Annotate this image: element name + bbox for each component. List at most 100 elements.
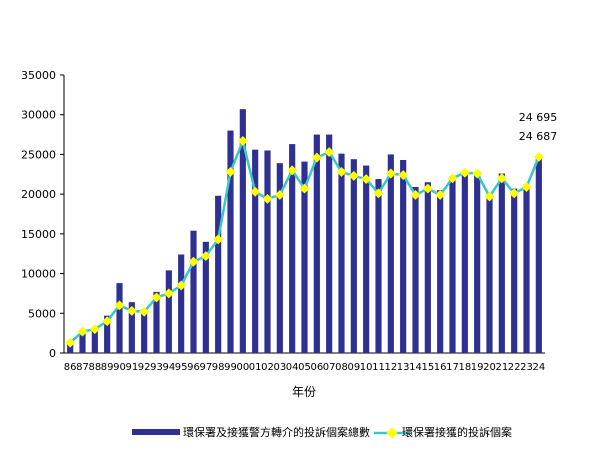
x-tick-label: 88 bbox=[88, 362, 101, 373]
bar bbox=[523, 184, 530, 353]
bar bbox=[252, 149, 259, 353]
x-tick-label: 92 bbox=[138, 362, 151, 373]
bar bbox=[79, 331, 86, 353]
annotation-line-last: 24 687 bbox=[519, 130, 558, 143]
x-tick-label: 08 bbox=[335, 362, 348, 373]
line-point bbox=[126, 305, 137, 316]
x-tick-label: 24 bbox=[532, 362, 545, 373]
line-point bbox=[163, 288, 174, 299]
x-tick-label: 05 bbox=[298, 362, 311, 373]
line-point bbox=[299, 183, 310, 194]
x-tick-label: 16 bbox=[434, 362, 447, 373]
x-tick-label: 95 bbox=[175, 362, 188, 373]
bar bbox=[104, 315, 111, 353]
bar bbox=[437, 190, 444, 353]
x-tick-label: 91 bbox=[125, 362, 138, 373]
x-tick-label: 98 bbox=[212, 362, 225, 373]
bar-series bbox=[67, 109, 542, 353]
bar bbox=[412, 186, 419, 353]
x-tick-label: 94 bbox=[162, 362, 175, 373]
line-point bbox=[472, 168, 483, 179]
legend-bar-swatch bbox=[132, 429, 180, 435]
bar bbox=[239, 109, 246, 353]
line-point bbox=[385, 168, 396, 179]
line-point bbox=[435, 189, 446, 200]
y-tick-label: 35000 bbox=[21, 69, 56, 82]
legend: 環保署及接獲警方轉介的投訴個案總數 環保署接獲的投訴個案 bbox=[132, 425, 512, 439]
bar bbox=[202, 241, 209, 353]
bar bbox=[424, 182, 431, 353]
y-tick-label: 15000 bbox=[21, 228, 56, 241]
bar bbox=[153, 291, 160, 353]
bar bbox=[449, 175, 456, 353]
line-point bbox=[521, 182, 532, 192]
y-tick-label: 20000 bbox=[21, 188, 56, 201]
x-tick-label: 86 bbox=[64, 362, 77, 373]
x-tick-label: 97 bbox=[199, 362, 212, 373]
y-tick-label: 25000 bbox=[21, 148, 56, 161]
bar bbox=[511, 188, 518, 353]
x-tick-label: 93 bbox=[150, 362, 163, 373]
bar bbox=[264, 150, 271, 353]
bar bbox=[116, 283, 123, 353]
x-tick-label: 20 bbox=[483, 362, 496, 373]
legend-bar-label: 環保署及接獲警方轉介的投訴個案總數 bbox=[183, 425, 370, 439]
bar bbox=[165, 270, 172, 353]
bar bbox=[128, 302, 135, 353]
x-tick-label: 18 bbox=[458, 362, 471, 373]
line-point bbox=[188, 256, 199, 267]
x-tick-label: 87 bbox=[76, 362, 89, 373]
bar bbox=[535, 156, 542, 353]
x-tick-label: 01 bbox=[249, 362, 262, 373]
line-point bbox=[422, 183, 433, 194]
bar bbox=[375, 179, 382, 353]
x-tick-label: 99 bbox=[224, 362, 237, 373]
y-tick-label: 0 bbox=[49, 347, 56, 360]
x-tick-label: 21 bbox=[495, 362, 508, 373]
x-tick-label: 12 bbox=[384, 362, 397, 373]
line-point bbox=[213, 234, 224, 245]
x-tick-label: 19 bbox=[471, 362, 484, 373]
bar bbox=[141, 309, 148, 353]
line-point bbox=[324, 147, 335, 157]
bar bbox=[190, 230, 197, 353]
x-tick-label: 03 bbox=[273, 362, 286, 373]
bar bbox=[461, 171, 468, 353]
line-point bbox=[151, 292, 162, 303]
x-tick-label: 04 bbox=[286, 362, 299, 373]
x-tick-label: 06 bbox=[310, 362, 323, 373]
line-point bbox=[225, 166, 236, 177]
line-point bbox=[533, 151, 544, 162]
bar bbox=[498, 173, 505, 353]
line-point bbox=[237, 135, 248, 146]
bar bbox=[301, 161, 308, 353]
x-tick-label: 22 bbox=[508, 362, 521, 373]
bar bbox=[178, 254, 185, 353]
x-tick-label: 14 bbox=[409, 362, 422, 373]
bar bbox=[474, 173, 481, 353]
line-point bbox=[348, 170, 359, 181]
line-point bbox=[250, 186, 261, 197]
y-tick-label: 10000 bbox=[21, 268, 56, 281]
line-point bbox=[311, 152, 322, 163]
y-axis: 0 5000 10000 15000 20000 25000 30000 35000 bbox=[21, 69, 65, 360]
line-point bbox=[176, 280, 187, 291]
line-point bbox=[373, 188, 384, 199]
x-ticks: 86 87 88 89 90 91 92 93 94 95 96 97 98 99 00 01 02 03 04 05… bbox=[64, 362, 545, 373]
annotation-bar-last: 24 695 bbox=[519, 111, 558, 124]
line-point bbox=[287, 165, 298, 176]
bar bbox=[363, 165, 370, 353]
bar bbox=[400, 159, 407, 353]
bar bbox=[215, 195, 222, 353]
x-tick-label: 13 bbox=[397, 362, 410, 373]
x-tick-label: 89 bbox=[101, 362, 114, 373]
line-point bbox=[262, 193, 273, 204]
bar bbox=[350, 159, 357, 353]
bar bbox=[289, 144, 296, 353]
y-tick-label: 5000 bbox=[28, 307, 56, 320]
line-point bbox=[459, 167, 470, 178]
x-tick-label: 17 bbox=[446, 362, 459, 373]
bar bbox=[227, 130, 234, 353]
y-ticks: 0 5000 10000 15000 20000 25000 30000 35000 bbox=[21, 69, 64, 360]
